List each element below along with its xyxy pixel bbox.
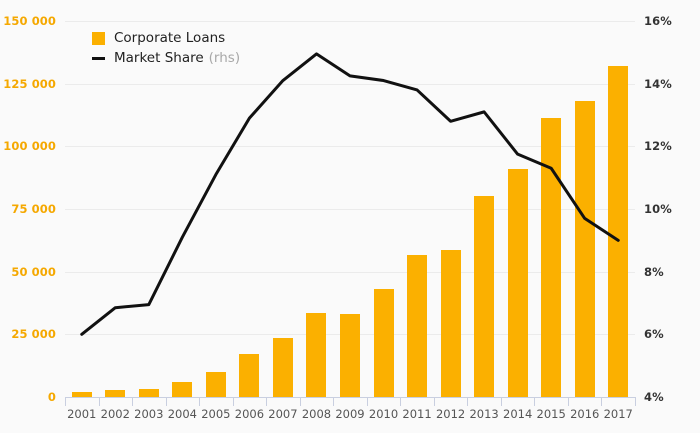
y-axis-right-tick-label: 14%: [644, 76, 672, 91]
y-axis-left-tick-label: 150 000: [3, 14, 56, 28]
y-axis-left-tick-label: 75 000: [11, 202, 56, 216]
plot-area: [65, 21, 635, 398]
x-axis-tick: [534, 397, 536, 406]
y-axis-left-tick-label: 25 000: [11, 327, 56, 342]
x-axis-tick-label: 2014: [503, 407, 533, 421]
bar[interactable]: [440, 250, 461, 397]
bar-series-corporate-loans: [65, 21, 635, 397]
bar[interactable]: [205, 371, 226, 397]
bar[interactable]: [272, 338, 293, 397]
x-axis-tick: [266, 397, 268, 406]
legend-label: Market Share: [114, 50, 204, 66]
x-axis-tick: [400, 397, 402, 406]
gridline: [65, 209, 635, 210]
x-axis-tick-label: 2006: [234, 407, 265, 421]
x-axis-tick-label: 2003: [134, 407, 164, 421]
x-axis-tick-label: 2002: [100, 407, 130, 421]
x-axis-tick-label: 2017: [603, 407, 633, 421]
x-axis-tick: [467, 397, 469, 406]
y-axis-left-tick-label: 0: [47, 390, 56, 404]
x-axis-tick-label: 2005: [201, 407, 231, 421]
x-axis-tick: [567, 397, 569, 406]
x-axis-tick-label: 2011: [402, 407, 432, 421]
bar[interactable]: [71, 392, 92, 397]
y-axis-right-tick-label: 12%: [644, 139, 672, 154]
bar[interactable]: [138, 388, 159, 397]
x-axis-baseline: [65, 397, 635, 398]
bar[interactable]: [239, 354, 260, 397]
line-series-market-share: [65, 21, 635, 397]
bar[interactable]: [474, 196, 495, 397]
x-axis-tick-label: 2007: [268, 407, 298, 421]
bar[interactable]: [608, 66, 629, 397]
x-axis-tick: [232, 397, 234, 406]
bar[interactable]: [373, 289, 394, 397]
x-axis-tick: [433, 397, 435, 406]
x-axis-tick-label: 2010: [368, 407, 399, 421]
y-axis-right-tick-label: 8%: [644, 264, 664, 279]
bar[interactable]: [507, 168, 528, 397]
x-axis-tick-label: 2015: [536, 407, 566, 421]
gridline: [65, 146, 635, 148]
y-axis-left: 0 25 000 50 000 75 000 100 000 125 000 150 000: [0, 0, 56, 433]
y-axis-right-tick-label: 4%: [644, 390, 664, 404]
y-axis-right: 4% 6% 8% 10% 12% 14% 16%: [644, 0, 700, 433]
x-axis-tick-label: 2012: [435, 407, 466, 421]
x-axis-tick-label: 2001: [67, 407, 97, 421]
legend-item-corporate-loans[interactable]: Corporate Loans: [92, 28, 240, 48]
gridline: [65, 21, 635, 22]
legend-item-market-share[interactable]: Market Share (rhs): [92, 48, 240, 68]
legend-line-swatch-icon: [92, 56, 105, 60]
x-axis-tick: [165, 397, 167, 406]
x-axis-tick: [299, 397, 301, 406]
legend-label-suffix: (rhs): [208, 50, 241, 66]
legend-label: Corporate Loans: [114, 30, 226, 46]
y-axis-right-tick-label: 10%: [644, 202, 672, 216]
gridline: [65, 271, 635, 273]
y-axis-left-tick-label: 100 000: [3, 139, 56, 154]
bar[interactable]: [541, 117, 562, 397]
x-axis-tick: [500, 397, 502, 406]
x-axis-tick-label: 2009: [335, 407, 365, 421]
x-axis-tick-label: 2008: [301, 407, 332, 421]
y-axis-right-tick-label: 16%: [644, 14, 672, 28]
x-axis-tick: [132, 397, 134, 406]
x-axis-tick-label: 2016: [570, 407, 600, 421]
gridline: [65, 83, 635, 85]
bar[interactable]: [340, 314, 360, 397]
y-axis-right-tick-label: 6%: [644, 327, 664, 342]
x-axis-tick-label: 2013: [469, 407, 499, 421]
x-axis-tick: [601, 397, 603, 406]
bar[interactable]: [407, 255, 428, 397]
x-axis-tick-label: 2004: [167, 407, 197, 421]
bar[interactable]: [574, 101, 595, 397]
x-axis-tick: [333, 397, 335, 406]
x-axis-tick: [65, 397, 66, 406]
bar[interactable]: [172, 381, 193, 397]
chart-legend: Corporate Loans Market Share (rhs): [92, 28, 240, 68]
x-axis-tick: [366, 397, 368, 406]
bar[interactable]: [105, 389, 126, 397]
y-axis-left-tick-label: 50 000: [11, 264, 56, 279]
x-axis-tick: [635, 397, 636, 406]
legend-square-swatch-icon: [92, 31, 105, 45]
bar[interactable]: [306, 313, 327, 397]
y-axis-left-tick-label: 125 000: [3, 76, 56, 91]
x-axis-tick: [98, 397, 100, 406]
x-axis-tick: [199, 397, 201, 406]
